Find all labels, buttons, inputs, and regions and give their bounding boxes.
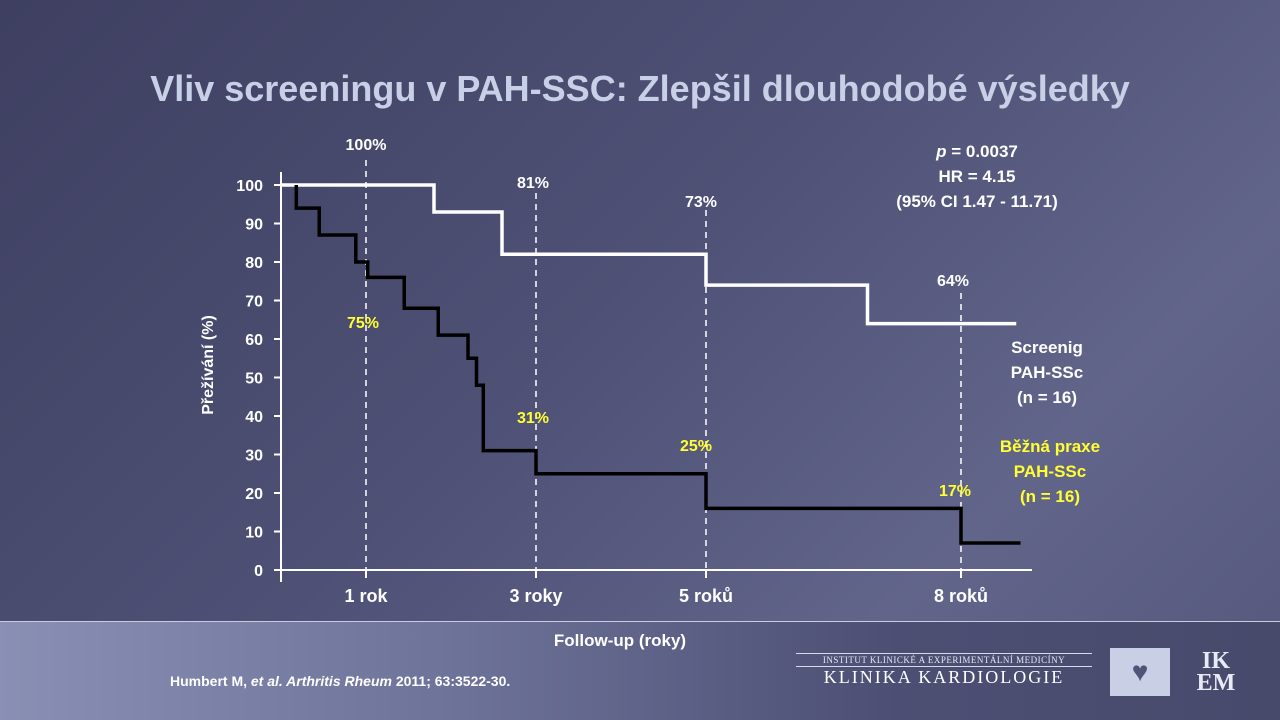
y-tick-label: 60 bbox=[245, 332, 263, 349]
citation-ref: 2011; 63:3522-30. bbox=[391, 673, 511, 689]
citation: Humbert M, et al. Arthritis Rheum 2011; … bbox=[170, 673, 510, 689]
y-tick-label: 80 bbox=[245, 255, 263, 272]
practice-legend-line: Běžná praxe bbox=[1000, 437, 1100, 456]
x-tick-label: 1 rok bbox=[344, 586, 388, 606]
y-tick-label: 10 bbox=[245, 525, 263, 542]
ikem-logo: IK EM bbox=[1196, 648, 1236, 696]
practice-milestone-label: 31% bbox=[517, 410, 549, 427]
y-tick-label: 0 bbox=[254, 563, 263, 580]
x-tick-label: 8 roků bbox=[934, 586, 988, 606]
y-tick-label: 100 bbox=[236, 178, 263, 195]
screening-milestone-label: 100% bbox=[346, 137, 387, 154]
y-tick-label: 90 bbox=[245, 217, 263, 234]
screening-milestone-label: 73% bbox=[685, 194, 717, 211]
screening-legend-line: Screenig bbox=[1011, 338, 1083, 357]
y-tick-label: 20 bbox=[245, 486, 263, 503]
screening-curve bbox=[281, 183, 1017, 326]
screening-milestone-label: 64% bbox=[937, 273, 969, 290]
practice-legend-line: (n = 16) bbox=[1020, 487, 1080, 506]
practice-milestone-label: 17% bbox=[939, 483, 971, 500]
x-tick-label: 3 roky bbox=[509, 586, 562, 606]
screening-legend-line: PAH-SSc bbox=[1011, 363, 1083, 382]
heart-icon: ♥ bbox=[1131, 656, 1149, 687]
screening-legend-line: (n = 16) bbox=[1017, 388, 1077, 407]
screening-milestone-label: 81% bbox=[517, 175, 549, 192]
y-tick-label: 50 bbox=[245, 371, 263, 388]
footer-band bbox=[0, 622, 1280, 720]
x-tick-label: 5 roků bbox=[679, 586, 733, 606]
institute-name: INSTITUT KLINICKÉ A EXPERIMENTÁLNÍ MEDIC… bbox=[796, 653, 1092, 667]
y-tick-label: 30 bbox=[245, 448, 263, 465]
slide-title: Vliv screeningu v PAH-SSC: Zlepšil dlouh… bbox=[150, 68, 1130, 109]
x-axis-title: Follow-up (roky) bbox=[553, 631, 687, 650]
practice-milestone-label: 75% bbox=[347, 315, 379, 332]
citation-journal: et al. Arthritis Rheum bbox=[250, 673, 392, 689]
hazard-ratio: HR = 4.15 bbox=[938, 167, 1015, 186]
y-tick-label: 70 bbox=[245, 294, 263, 311]
p-value: p = 0.0037 bbox=[935, 142, 1018, 161]
confidence-interval: (95% CI 1.47 - 11.71) bbox=[896, 192, 1058, 211]
chart-labels: 0 10 20 30 40 50 60 70 80 90 100 Přežívání (%) 1 rok… bbox=[200, 137, 1100, 606]
y-tick-label: 40 bbox=[245, 409, 263, 426]
practice-milestone-label: 25% bbox=[680, 438, 712, 455]
clinic-name: KLINIKA KARDIOLOGIE bbox=[823, 667, 1065, 687]
logo-heart-box: ♥ bbox=[1110, 648, 1170, 696]
y-axis-title: Přežívání (%) bbox=[200, 315, 217, 415]
practice-legend-line: PAH-SSc bbox=[1014, 462, 1086, 481]
chart-axes bbox=[274, 172, 1032, 582]
survival-curves bbox=[281, 183, 1021, 545]
practice-curve bbox=[294, 185, 1021, 545]
citation-authors: Humbert M, bbox=[170, 673, 251, 689]
